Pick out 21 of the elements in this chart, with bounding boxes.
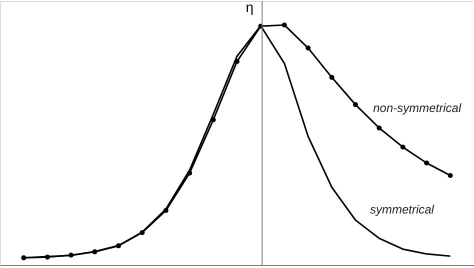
y-axis-title: η	[246, 0, 254, 15]
point	[140, 230, 145, 236]
point	[448, 172, 453, 178]
point	[163, 208, 168, 214]
point	[68, 252, 74, 258]
point	[282, 22, 287, 28]
point	[21, 255, 26, 260]
point	[210, 117, 216, 122]
point	[376, 125, 382, 130]
point	[234, 58, 240, 64]
point	[424, 160, 430, 166]
point	[116, 243, 121, 248]
point	[353, 102, 358, 108]
point	[329, 74, 334, 80]
series-label: non-symmetrical	[373, 100, 462, 115]
point	[306, 46, 311, 51]
point	[92, 249, 98, 254]
point	[44, 254, 50, 260]
point	[400, 144, 406, 150]
point	[187, 170, 192, 176]
series-label: symmetrical	[370, 202, 434, 217]
